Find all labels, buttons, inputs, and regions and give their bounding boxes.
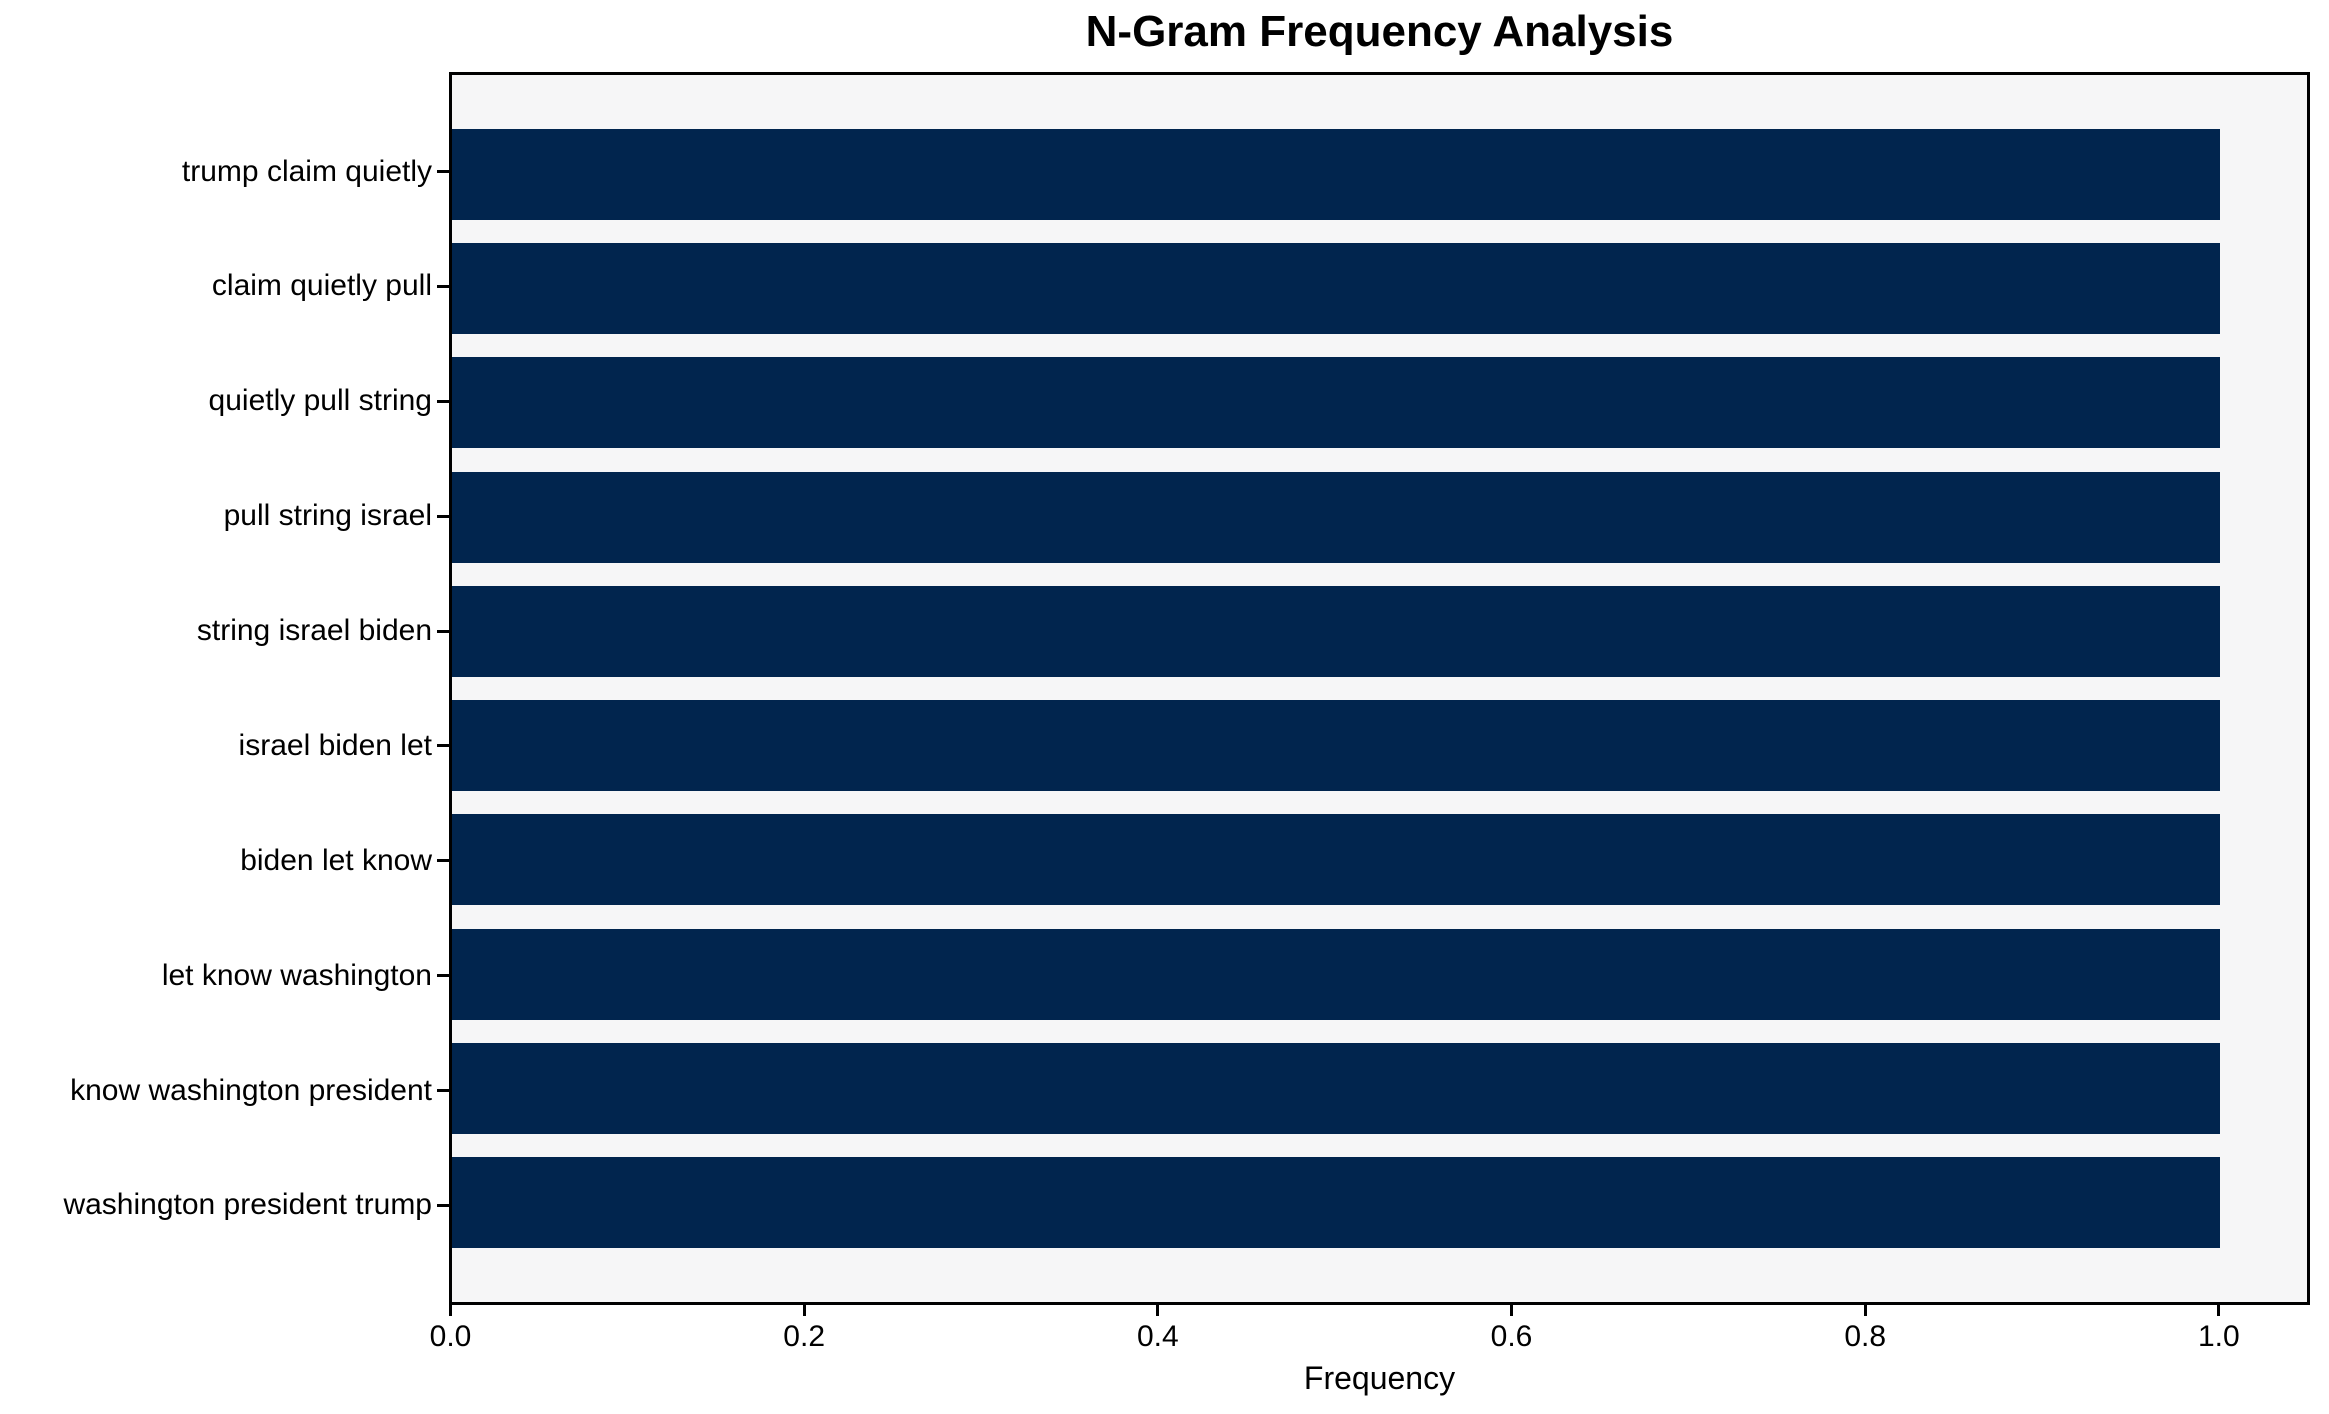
- y-tick-row: [437, 1045, 449, 1136]
- bar-row: [452, 585, 2307, 677]
- y-tick-row: [437, 471, 449, 562]
- bar: [452, 243, 2221, 335]
- y-tick-label: string israel biden: [196, 614, 432, 647]
- y-tick-mark: [437, 974, 449, 978]
- x-tick-label: 0.0: [429, 1320, 472, 1353]
- y-axis-tick-labels: trump claim quietly claim quietly pull qui…: [0, 72, 432, 1305]
- x-tick-label: 0.8: [1844, 1320, 1887, 1353]
- y-tick-label: israel biden let: [238, 728, 432, 762]
- bars-container: [452, 75, 2307, 1302]
- bar-row: [452, 129, 2307, 220]
- x-tick-mark: [1510, 1305, 1513, 1316]
- y-tick-mark: [437, 1089, 449, 1092]
- y-tick-mark: [437, 744, 449, 748]
- bar-row: [452, 471, 2307, 563]
- bar: [452, 928, 2221, 1020]
- bar: [452, 357, 2221, 449]
- bar: [452, 129, 2221, 220]
- y-tick-label: quietly pull string: [208, 384, 432, 418]
- x-tick-mark: [802, 1305, 806, 1316]
- x-tick-mark: [1156, 1305, 1160, 1316]
- x-tick-mark: [1863, 1305, 1867, 1316]
- bar-row: [452, 1156, 2307, 1248]
- y-tick-row: [437, 586, 449, 677]
- bar: [452, 1042, 2221, 1134]
- y-tick-mark: [437, 1203, 449, 1207]
- bar-row: [452, 700, 2307, 792]
- bar-row: [452, 243, 2307, 335]
- x-tick-label: 1.0: [2197, 1320, 2240, 1353]
- y-axis-tick-marks: [437, 72, 449, 1305]
- y-tick-mark: [437, 629, 449, 633]
- bar: [452, 814, 2221, 906]
- y-tick-label: trump claim quietly: [181, 154, 432, 188]
- x-tick-mark: [2217, 1305, 2221, 1316]
- y-tick-mark: [437, 514, 449, 518]
- y-tick-label: pull string israel: [223, 499, 432, 533]
- bar-row: [452, 928, 2307, 1020]
- bar-row: [452, 357, 2307, 449]
- y-tick-row: [437, 1160, 449, 1251]
- y-tick-row: [437, 356, 449, 447]
- y-tick-mark: [437, 859, 449, 863]
- y-tick-label: let know washington: [161, 958, 432, 992]
- y-tick-row: [437, 815, 449, 906]
- y-tick-row: [437, 700, 449, 791]
- plot-area: [449, 72, 2310, 1305]
- x-tick-label: 0.4: [1136, 1320, 1179, 1353]
- chart-title: N-Gram Frequency Analysis: [1085, 7, 1674, 56]
- bar: [452, 471, 2221, 563]
- y-tick-label: biden let know: [240, 843, 432, 877]
- bar-row: [452, 814, 2307, 906]
- x-tick-label: 0.2: [783, 1320, 826, 1353]
- y-tick-mark: [437, 170, 449, 173]
- bar: [452, 585, 2221, 677]
- bar-row: [452, 1042, 2307, 1134]
- y-tick-row: [437, 930, 449, 1021]
- y-tick-row: [437, 126, 449, 217]
- y-tick-label: washington president trump: [63, 1188, 432, 1222]
- bar: [452, 700, 2221, 792]
- y-tick-mark: [437, 399, 449, 403]
- y-tick-label: know washington president: [70, 1073, 432, 1107]
- y-tick-label: claim quietly pull: [211, 269, 432, 303]
- bar: [452, 1156, 2221, 1248]
- x-tick-label: 0.6: [1490, 1320, 1533, 1353]
- y-tick-row: [437, 241, 449, 332]
- y-tick-mark: [437, 284, 449, 288]
- x-axis-title: Frequency: [1303, 1360, 1456, 1396]
- x-tick-mark: [449, 1305, 452, 1316]
